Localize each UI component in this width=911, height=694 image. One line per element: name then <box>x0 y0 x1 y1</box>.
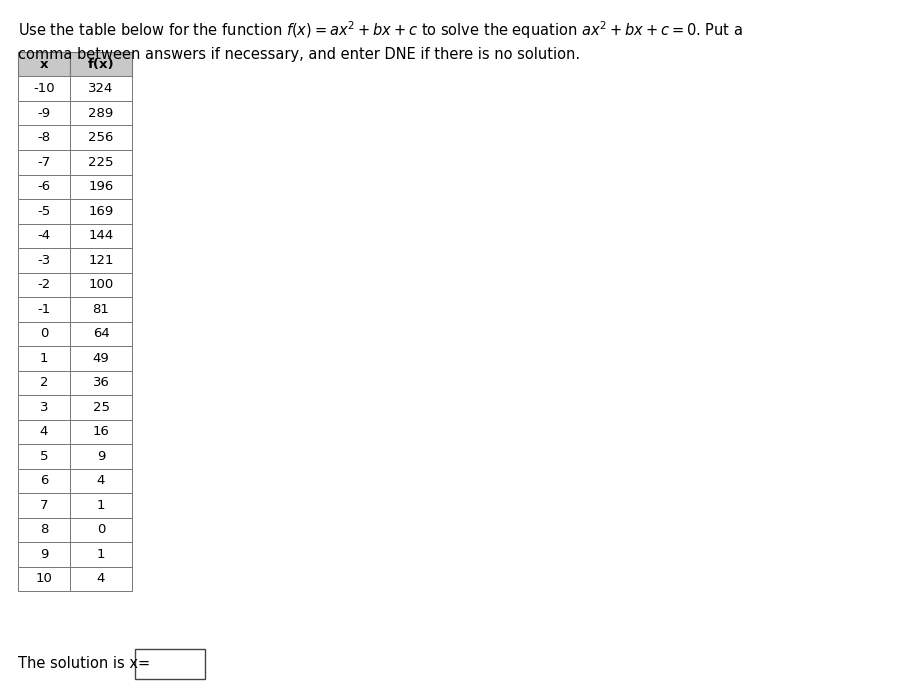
Text: 1: 1 <box>40 352 48 365</box>
Text: -1: -1 <box>37 303 51 316</box>
Text: 7: 7 <box>40 499 48 511</box>
Text: 289: 289 <box>88 107 114 120</box>
Bar <box>18 174 70 199</box>
Text: Use the table below for the function $f(x) = ax^2 + bx + c$ to solve the equatio: Use the table below for the function $f(… <box>18 19 742 41</box>
Bar <box>18 150 70 174</box>
Text: 1: 1 <box>97 499 105 511</box>
Bar <box>18 395 70 419</box>
Bar <box>70 518 132 542</box>
Bar <box>70 468 132 493</box>
Bar <box>70 566 132 591</box>
Text: 9: 9 <box>40 548 48 561</box>
Text: 0: 0 <box>40 328 48 340</box>
Text: 4: 4 <box>97 474 105 487</box>
Bar <box>70 297 132 321</box>
Bar <box>70 223 132 248</box>
Bar <box>70 150 132 174</box>
Text: -7: -7 <box>37 155 51 169</box>
Text: 36: 36 <box>92 376 109 389</box>
Bar <box>18 468 70 493</box>
Bar <box>18 346 70 371</box>
Text: -9: -9 <box>37 107 50 120</box>
Text: 4: 4 <box>97 573 105 585</box>
Text: 1: 1 <box>97 548 105 561</box>
Text: The solution is x=: The solution is x= <box>18 657 150 672</box>
Bar <box>18 101 70 126</box>
Text: -4: -4 <box>37 229 50 242</box>
Bar <box>18 297 70 321</box>
Text: 121: 121 <box>88 254 114 266</box>
Bar <box>70 52 132 76</box>
Bar <box>70 395 132 419</box>
Bar <box>18 542 70 566</box>
Text: 5: 5 <box>40 450 48 463</box>
Bar <box>70 444 132 468</box>
Text: -10: -10 <box>33 83 55 95</box>
Text: 16: 16 <box>92 425 109 438</box>
Text: 256: 256 <box>88 131 114 144</box>
Text: 225: 225 <box>88 155 114 169</box>
Bar <box>70 371 132 395</box>
Bar <box>70 76 132 101</box>
Text: 10: 10 <box>36 573 52 585</box>
Text: -6: -6 <box>37 180 50 193</box>
Bar <box>18 199 70 223</box>
Bar <box>18 223 70 248</box>
Text: 25: 25 <box>92 400 109 414</box>
Bar <box>70 321 132 346</box>
Text: comma between answers if necessary, and enter DNE if there is no solution.: comma between answers if necessary, and … <box>18 47 579 62</box>
Text: 6: 6 <box>40 474 48 487</box>
Text: 4: 4 <box>40 425 48 438</box>
Bar <box>18 419 70 444</box>
Bar <box>70 346 132 371</box>
Bar <box>70 542 132 566</box>
Bar <box>18 493 70 518</box>
Text: f(x): f(x) <box>87 58 114 71</box>
Text: x: x <box>40 58 48 71</box>
Text: 9: 9 <box>97 450 105 463</box>
Bar <box>18 321 70 346</box>
Text: 196: 196 <box>88 180 114 193</box>
Text: 0: 0 <box>97 523 105 536</box>
Text: 3: 3 <box>40 400 48 414</box>
Text: -5: -5 <box>37 205 51 218</box>
Bar <box>70 101 132 126</box>
Bar <box>70 174 132 199</box>
Bar <box>18 371 70 395</box>
Text: 49: 49 <box>93 352 109 365</box>
Text: 100: 100 <box>88 278 114 291</box>
Bar <box>18 248 70 273</box>
Bar <box>18 273 70 297</box>
Text: 169: 169 <box>88 205 114 218</box>
Text: -8: -8 <box>37 131 50 144</box>
Text: 8: 8 <box>40 523 48 536</box>
Text: 144: 144 <box>88 229 114 242</box>
Bar <box>70 419 132 444</box>
Bar <box>70 126 132 150</box>
Bar <box>18 52 70 76</box>
Bar <box>18 444 70 468</box>
Bar <box>18 518 70 542</box>
Text: -2: -2 <box>37 278 51 291</box>
Bar <box>18 76 70 101</box>
Text: 2: 2 <box>40 376 48 389</box>
Text: 64: 64 <box>93 328 109 340</box>
Bar <box>70 199 132 223</box>
Text: 81: 81 <box>92 303 109 316</box>
Bar <box>18 126 70 150</box>
Text: 324: 324 <box>88 83 114 95</box>
Text: -3: -3 <box>37 254 51 266</box>
Bar <box>70 248 132 273</box>
Bar <box>70 273 132 297</box>
Bar <box>135 649 205 679</box>
Bar <box>18 566 70 591</box>
Bar <box>70 493 132 518</box>
